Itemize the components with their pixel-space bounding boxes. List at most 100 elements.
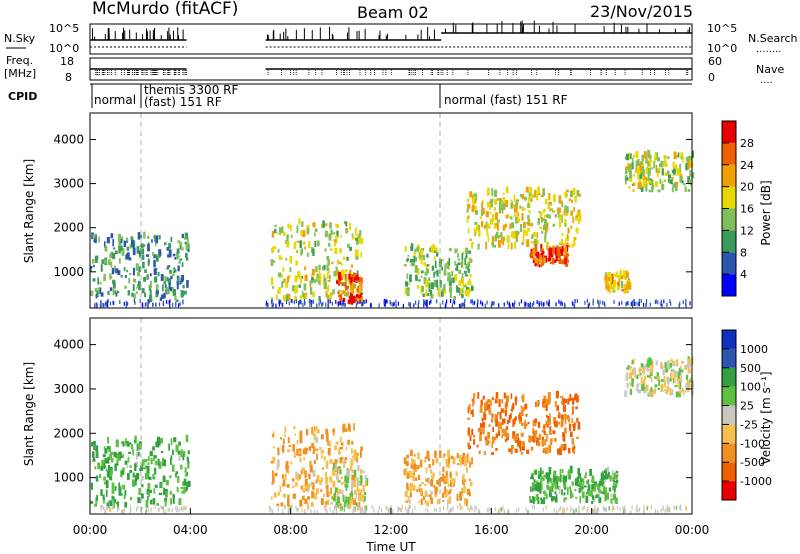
echo-cell <box>170 497 173 505</box>
echo-cell <box>95 293 98 299</box>
echo-cell <box>96 290 99 298</box>
echo-cell <box>575 436 580 439</box>
echo-cell <box>154 505 156 510</box>
echo-cell <box>464 485 466 494</box>
echo-cell <box>145 509 147 514</box>
echo-cell <box>549 426 552 433</box>
echo-cell <box>350 485 353 490</box>
echo-cell <box>643 386 647 393</box>
echo-cell <box>296 225 299 234</box>
echo-cell <box>423 299 425 304</box>
echo-cell <box>298 303 300 308</box>
echo-cell <box>290 298 292 303</box>
echo-cell <box>676 377 679 382</box>
echo-cell <box>370 302 372 307</box>
echo-cell <box>641 366 644 374</box>
echo-cell <box>482 395 485 400</box>
echo-cell <box>558 448 562 456</box>
echo-cell <box>649 164 652 171</box>
echo-cell <box>425 507 427 512</box>
echo-cell <box>410 458 414 465</box>
echo-cell <box>104 509 106 514</box>
echo-cell <box>296 507 298 512</box>
echo-cell <box>646 506 648 511</box>
echo-cell <box>537 262 540 267</box>
echo-cell <box>118 451 121 455</box>
echo-cell <box>473 393 476 400</box>
echo-cell <box>303 266 307 270</box>
echo-cell <box>521 242 524 246</box>
echo-cell <box>184 473 187 477</box>
echo-cell <box>560 238 564 246</box>
echo-cell <box>685 505 687 510</box>
echo-cell <box>159 297 163 301</box>
echo-cell <box>146 496 149 501</box>
echo-cell <box>482 427 485 435</box>
echo-cell <box>307 506 309 511</box>
echo-cell <box>177 508 179 513</box>
echo-cell <box>452 457 456 465</box>
echo-cell <box>184 505 186 510</box>
echo-cell <box>120 236 124 241</box>
echo-cell <box>106 506 108 511</box>
echo-cell <box>430 290 433 296</box>
echo-cell <box>343 460 346 469</box>
echo-cell <box>585 495 589 504</box>
echo-cell <box>297 270 301 279</box>
echo-cell <box>129 469 133 474</box>
echo-cell <box>112 288 115 296</box>
echo-cell <box>406 273 409 279</box>
echo-cell <box>182 285 185 289</box>
echo-cell <box>645 298 648 303</box>
echo-cell <box>419 459 423 468</box>
echo-cell <box>91 232 94 240</box>
echo-cell <box>449 247 452 252</box>
echo-cell <box>142 244 146 247</box>
echo-cell <box>309 299 311 304</box>
echo-cell <box>524 196 527 201</box>
echo-cell <box>537 186 540 195</box>
echo-cell <box>505 437 509 441</box>
echo-cell <box>113 451 116 457</box>
echo-cell <box>537 217 540 225</box>
echo-cell <box>154 460 158 466</box>
echo-cell <box>673 375 676 384</box>
echo-cell <box>319 446 322 450</box>
echo-cell <box>569 465 573 474</box>
echo-cell <box>298 218 301 225</box>
echo-cell <box>300 300 302 305</box>
echo-cell <box>655 360 658 366</box>
echo-cell <box>674 385 678 388</box>
echo-cell <box>518 507 520 512</box>
echo-cell <box>492 213 495 222</box>
echo-cell <box>631 300 633 305</box>
echo-cell <box>325 428 329 435</box>
echo-cell <box>431 265 435 271</box>
noise-left-tick-top: 10^5 <box>49 22 79 35</box>
echo-cell <box>641 384 645 391</box>
echo-cell <box>389 508 391 513</box>
echo-cell <box>328 441 332 447</box>
echo-cell <box>648 189 651 193</box>
echo-cell <box>491 413 494 418</box>
echo-cell <box>497 430 501 436</box>
echo-cell <box>565 238 567 245</box>
echo-cell <box>314 228 318 233</box>
echo-cell <box>119 455 123 459</box>
echo-cell <box>546 245 549 251</box>
echo-cell <box>592 508 595 513</box>
echo-cell <box>616 505 618 510</box>
echo-cell <box>564 191 567 197</box>
colorbar-swatch <box>722 481 736 500</box>
echo-cell <box>419 488 422 492</box>
echo-cell <box>333 239 337 242</box>
colorbar-swatch <box>722 330 736 349</box>
echo-cell <box>110 233 114 239</box>
echo-cell <box>339 436 342 443</box>
echo-cell <box>535 239 539 245</box>
echo-cell <box>522 407 526 411</box>
echo-cell <box>303 299 306 304</box>
echo-cell <box>141 484 144 488</box>
echo-cell <box>650 358 653 365</box>
echo-cell <box>564 418 567 425</box>
